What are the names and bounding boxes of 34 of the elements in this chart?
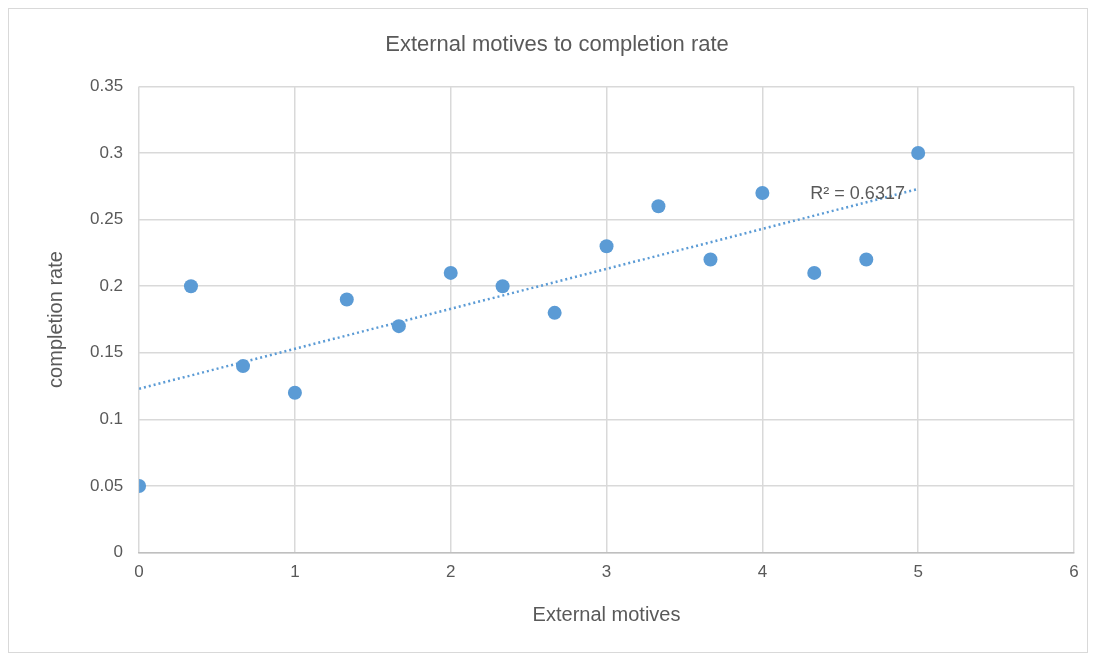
y-tick-label: 0 bbox=[113, 542, 124, 562]
y-tick-label: 0.2 bbox=[99, 275, 124, 295]
point bbox=[599, 239, 614, 254]
point bbox=[807, 265, 822, 280]
y-tick-label: 0.35 bbox=[89, 76, 124, 96]
y-tick-label: 0.15 bbox=[89, 342, 124, 362]
x-tick-label: 1 bbox=[290, 562, 300, 582]
x-tick-label: 6 bbox=[1069, 562, 1079, 582]
chart-title: External motives to completion rate bbox=[385, 31, 729, 57]
y-axis-title: completion rate bbox=[43, 251, 66, 388]
point bbox=[859, 252, 874, 267]
point bbox=[651, 199, 666, 214]
point bbox=[183, 279, 198, 294]
point bbox=[236, 359, 251, 374]
x-tick-label: 5 bbox=[913, 562, 923, 582]
point bbox=[287, 385, 302, 400]
y-tick-label: 0.05 bbox=[89, 475, 124, 495]
point bbox=[547, 305, 562, 320]
x-tick-label: 0 bbox=[134, 562, 144, 582]
point bbox=[339, 292, 354, 307]
x-tick-label: 2 bbox=[445, 562, 456, 582]
annotation: R² = 0.6317 bbox=[810, 182, 905, 203]
point bbox=[911, 146, 926, 160]
point bbox=[443, 265, 458, 280]
x-axis-title: External motives bbox=[532, 602, 681, 625]
point bbox=[391, 319, 406, 334]
y-tick-label: 0.3 bbox=[99, 142, 124, 162]
point bbox=[495, 279, 510, 294]
y-tick-label: 0.25 bbox=[89, 209, 124, 229]
point bbox=[703, 252, 718, 267]
x-tick-label: 4 bbox=[757, 562, 768, 582]
point bbox=[755, 185, 770, 200]
x-tick-label: 3 bbox=[601, 562, 612, 582]
y-tick-label: 0.1 bbox=[99, 409, 124, 429]
